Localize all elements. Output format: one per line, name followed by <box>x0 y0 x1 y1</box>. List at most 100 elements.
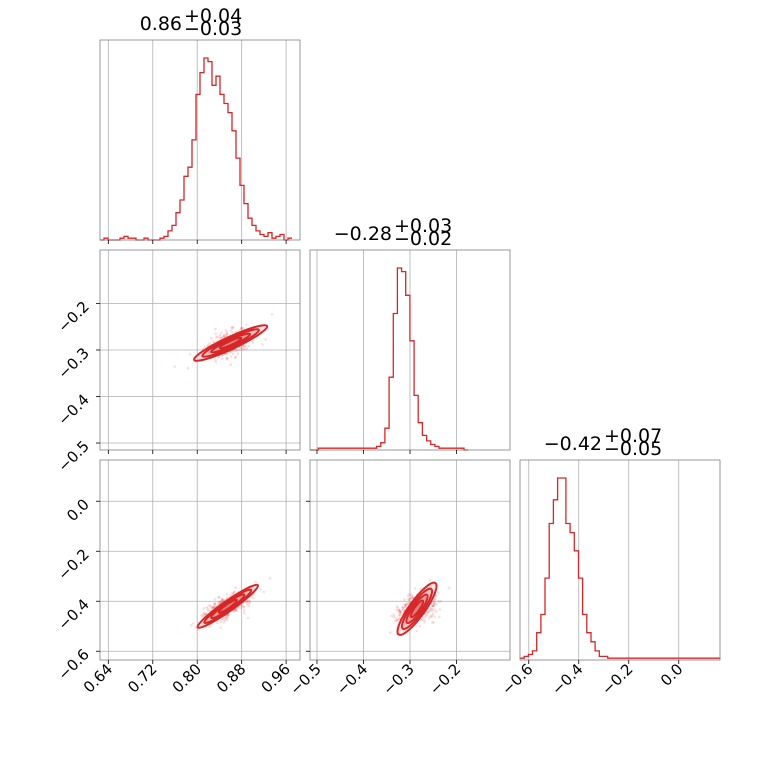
sample-point <box>226 613 230 617</box>
sample-point <box>423 618 426 622</box>
scatter-panel-1-0 <box>96 249 301 454</box>
sample-point <box>431 621 434 624</box>
sample-point <box>225 332 229 336</box>
sample-point <box>214 327 217 331</box>
sample-point <box>254 580 257 583</box>
sample-point <box>214 358 217 361</box>
sample-point <box>223 619 227 622</box>
sample-point <box>220 331 223 335</box>
x-tick-label: −0.5 <box>286 660 324 698</box>
sample-point <box>247 599 250 603</box>
histogram-step-2 <box>520 477 721 659</box>
sample-point <box>252 597 255 600</box>
sample-point <box>215 335 218 339</box>
sample-point <box>426 611 430 614</box>
sample-point <box>419 587 422 591</box>
sample-point <box>222 616 225 620</box>
sample-point <box>229 350 233 354</box>
panel-frame <box>99 459 301 661</box>
x-tick-label: −0.4 <box>548 660 586 698</box>
sample-point <box>418 624 422 628</box>
sample-point <box>432 604 435 607</box>
sample-point <box>220 357 224 360</box>
sample-point <box>243 609 246 612</box>
sample-point <box>395 608 398 612</box>
x-tick-label: 0.0 <box>657 660 687 690</box>
sample-point <box>447 586 451 590</box>
sample-point <box>229 329 232 332</box>
sample-point <box>437 600 440 603</box>
sample-point <box>432 620 436 624</box>
sample-point <box>430 604 434 608</box>
scatter-points <box>173 313 274 370</box>
sample-point <box>233 609 236 613</box>
sample-point <box>398 614 402 618</box>
sample-point <box>205 606 209 609</box>
sample-point <box>203 345 207 349</box>
sample-point <box>409 597 412 600</box>
sample-point <box>234 608 238 612</box>
panel-frame <box>99 39 301 241</box>
sample-point <box>245 347 249 351</box>
sample-point <box>397 608 401 612</box>
sample-point <box>212 606 215 609</box>
sample-point <box>406 602 409 605</box>
sample-point <box>407 598 411 601</box>
sample-point <box>247 344 250 348</box>
sample-point <box>222 334 226 338</box>
sample-point <box>414 624 418 628</box>
sample-point <box>208 625 211 628</box>
sample-point <box>428 579 432 582</box>
sample-point <box>261 343 264 346</box>
sample-point <box>209 336 213 340</box>
sample-point <box>245 603 249 606</box>
sample-point <box>404 604 407 607</box>
sample-point <box>432 599 436 603</box>
sample-point <box>238 348 241 352</box>
sample-point <box>222 335 225 338</box>
sample-point <box>239 606 243 609</box>
scatter-panel-2-1 <box>306 459 511 664</box>
y-tick-label: −0.2 <box>54 298 92 336</box>
sample-point <box>212 341 216 344</box>
sample-point <box>231 591 234 595</box>
sample-point <box>220 336 224 340</box>
sample-point <box>404 606 408 609</box>
sample-point <box>392 613 396 617</box>
sample-point <box>400 606 404 609</box>
sample-point <box>226 614 229 618</box>
x-tick-label: 0.72 <box>124 660 160 696</box>
sample-point <box>241 345 245 349</box>
panels: −0.2−0.3−0.4−0.50.0−0.2−0.4−0.60.64 0.72 0… <box>54 39 721 699</box>
sample-point <box>235 349 239 353</box>
sample-point <box>251 341 255 345</box>
sample-point <box>407 592 411 596</box>
sample-point <box>216 621 219 625</box>
sample-point <box>212 606 215 610</box>
hist-panel-0 <box>99 39 301 244</box>
sample-point <box>239 327 243 330</box>
sample-point <box>225 330 229 334</box>
sample-point <box>219 620 223 624</box>
sample-point <box>234 608 238 611</box>
sample-point <box>208 342 211 345</box>
sample-point <box>242 347 245 350</box>
sample-point <box>399 611 403 615</box>
sample-point <box>220 336 224 340</box>
sample-point <box>438 608 442 611</box>
sample-point <box>194 625 197 629</box>
sample-point <box>242 605 245 608</box>
title-minus-0: −0.03 <box>184 18 242 40</box>
sample-point <box>225 593 229 596</box>
sample-point <box>429 607 433 610</box>
sample-point <box>202 607 206 610</box>
sample-point <box>404 603 407 606</box>
sample-point <box>222 618 225 621</box>
sample-point <box>222 599 225 602</box>
sample-point <box>218 601 221 604</box>
sample-point <box>214 332 218 336</box>
sample-point <box>262 590 266 594</box>
sample-point <box>396 619 399 622</box>
x-tick-label: −0.6 <box>498 660 536 698</box>
y-tick-label: −0.4 <box>54 595 92 633</box>
